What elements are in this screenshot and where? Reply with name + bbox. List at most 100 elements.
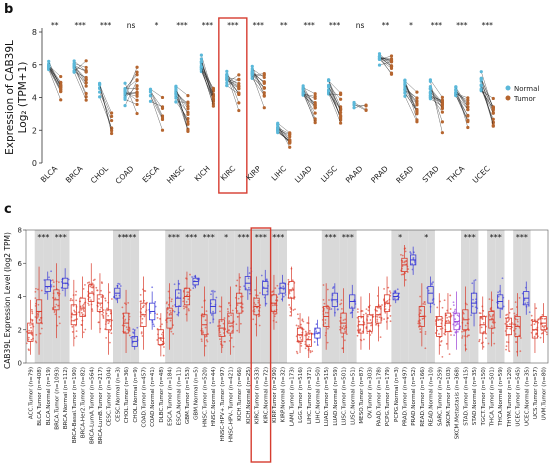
data-point: [390, 320, 392, 322]
pair-line: [201, 62, 213, 97]
tumor-point: [441, 103, 444, 106]
data-point: [31, 333, 33, 335]
tumor-point: [135, 66, 138, 69]
data-point: [492, 315, 494, 317]
data-point: [461, 331, 463, 333]
data-point: [156, 313, 158, 315]
normal-point: [352, 106, 355, 109]
data-point: [440, 319, 442, 321]
data-point: [511, 308, 513, 310]
x-tick-label: LUSC.Normal (n=51): [350, 367, 356, 425]
pair-line: [49, 69, 61, 89]
pair-line: [405, 84, 417, 113]
data-point: [172, 305, 174, 307]
data-point: [48, 276, 50, 278]
data-point: [157, 317, 159, 319]
data-point: [94, 279, 96, 281]
data-point: [444, 334, 446, 336]
data-point: [163, 346, 165, 348]
tumor-point: [135, 79, 138, 82]
data-point: [365, 313, 367, 315]
x-tick-label: PAAD: [344, 164, 365, 185]
data-point: [40, 333, 42, 335]
data-point: [83, 304, 85, 306]
data-point: [87, 282, 89, 284]
x-tick-label: THYM.Tumor (n=120): [507, 367, 513, 428]
data-point: [37, 314, 39, 316]
normal-point: [225, 81, 228, 84]
data-point: [88, 304, 90, 306]
tumor-point: [263, 95, 266, 98]
x-tick-label: BRCA.Tumor (n=1093): [54, 367, 60, 430]
data-point: [455, 332, 457, 334]
x-tick-label: STAD.Tumor (n=415): [463, 367, 469, 426]
y-tick-label: 0: [32, 159, 37, 168]
data-point: [58, 316, 60, 318]
significance-label: ***: [255, 233, 267, 242]
y-tick-label: 2: [18, 326, 22, 334]
tumor-point: [441, 111, 444, 114]
data-point: [447, 320, 449, 322]
tumor-point: [390, 65, 393, 68]
data-point: [340, 303, 342, 305]
data-point: [39, 319, 41, 321]
data-point: [31, 311, 33, 313]
data-point: [100, 290, 102, 292]
data-point: [363, 339, 365, 341]
x-tick-label: BRCA-Basal.Tumor (n=190): [72, 367, 78, 443]
data-point: [519, 297, 521, 299]
data-point: [344, 329, 346, 331]
data-point: [142, 335, 144, 337]
box-group: LIHC.Normal (n=50): [313, 320, 321, 424]
data-point: [170, 300, 172, 302]
significance-label: **: [382, 21, 390, 30]
tumor-point: [390, 71, 393, 74]
data-point: [142, 318, 144, 320]
data-point: [316, 323, 318, 325]
x-tick-label: PAAD.Tumor (n=178): [376, 367, 382, 426]
x-tick-label: ESCA: [140, 163, 161, 184]
tumor-point: [85, 98, 88, 101]
y-axis-title: Expression of CAB39L: [4, 40, 16, 155]
data-point: [50, 270, 52, 272]
tumor-point: [161, 96, 164, 99]
data-point: [390, 315, 392, 317]
data-point: [31, 309, 33, 311]
legend-tumor-label: Tumor: [513, 95, 536, 103]
data-point: [363, 314, 365, 316]
data-point: [275, 321, 277, 323]
x-tick-label: ESCA.Tumor (n=184): [168, 367, 174, 426]
x-tick-label: LGG.Tumor (n=516): [298, 367, 304, 423]
data-point: [519, 350, 521, 352]
data-point: [83, 288, 85, 290]
data-point: [73, 305, 75, 307]
data-point: [215, 297, 217, 299]
data-point: [297, 352, 299, 354]
data-point: [310, 352, 312, 354]
data-point: [515, 301, 517, 303]
data-point: [359, 328, 361, 330]
data-point: [520, 337, 522, 339]
data-point: [341, 308, 343, 310]
data-point: [89, 297, 91, 299]
data-point: [327, 328, 329, 330]
data-point: [124, 331, 126, 333]
x-tick-label: LUAD.Normal (n=59): [333, 367, 339, 426]
data-point: [490, 315, 492, 317]
tumor-point: [212, 95, 215, 98]
data-point: [188, 308, 190, 310]
pair-line: [227, 75, 239, 111]
significance-label: ***: [168, 233, 180, 242]
x-tick-label: COAD.Tumor (n=457): [141, 367, 147, 427]
data-point: [425, 331, 427, 333]
data-point: [240, 323, 242, 325]
data-point: [534, 323, 536, 325]
tumor-point: [339, 121, 342, 124]
data-point: [505, 349, 507, 351]
data-point: [178, 283, 180, 285]
normal-point: [251, 73, 254, 76]
data-point: [75, 299, 77, 301]
normal-point: [454, 91, 457, 94]
data-point: [538, 318, 540, 320]
